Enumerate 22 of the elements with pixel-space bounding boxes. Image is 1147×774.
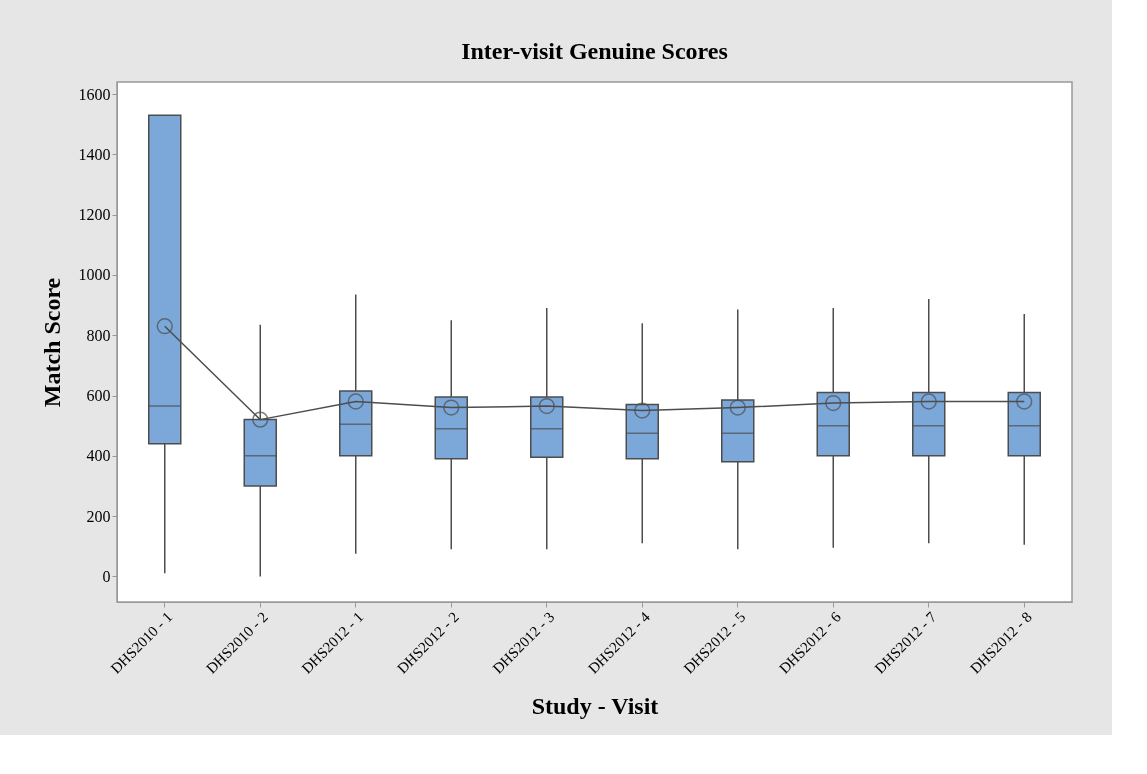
point	[252, 411, 269, 428]
y-tick-label: 800	[86, 326, 111, 344]
y-tick-label: 400	[86, 447, 111, 465]
y-tick-label: 1400	[78, 145, 111, 163]
point	[156, 318, 173, 335]
y-tick-label: 1000	[78, 266, 111, 284]
y-tick-label: 600	[86, 387, 111, 405]
y-tick-label: 1600	[78, 85, 111, 103]
point	[825, 394, 842, 412]
point	[920, 393, 937, 410]
point	[538, 397, 555, 415]
x-axis-title: Study - Visit	[531, 692, 659, 719]
point	[634, 402, 651, 419]
y-tick-label: 200	[86, 507, 111, 525]
point	[729, 399, 746, 416]
y-tick-label: 1200	[78, 206, 111, 224]
point	[347, 393, 364, 410]
y-axis-title: Match Score	[38, 277, 65, 408]
y-tick-label: 0	[102, 567, 111, 585]
point	[1016, 393, 1033, 410]
chart-title: Inter-visit Genuine Scores	[461, 38, 728, 64]
point	[443, 399, 460, 416]
